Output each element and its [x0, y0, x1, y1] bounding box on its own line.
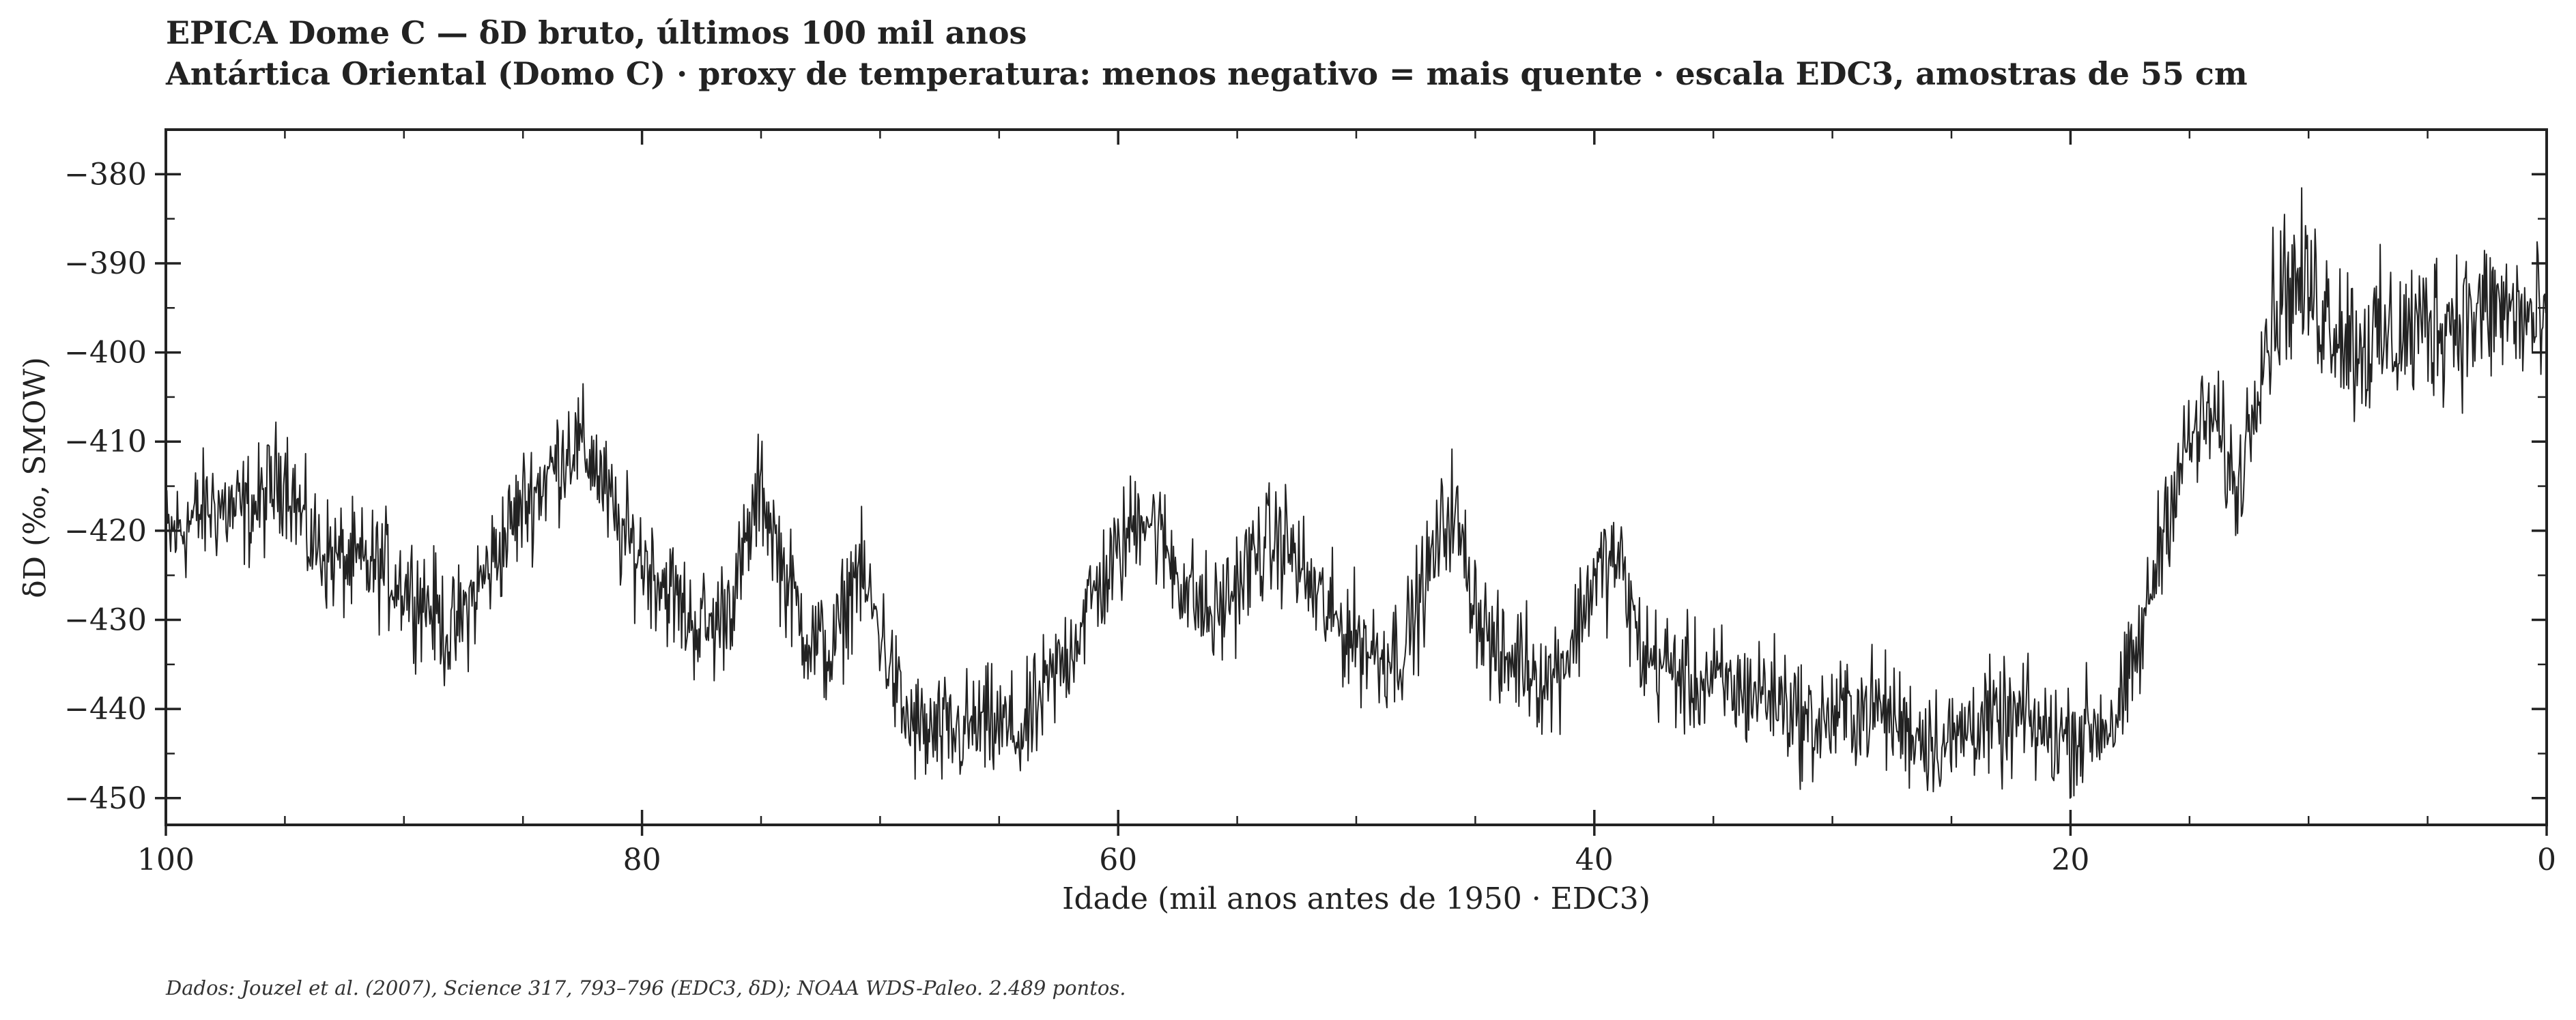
- y-tick-label: −400: [64, 336, 147, 370]
- x-tick-label: 0: [2537, 843, 2556, 877]
- source-note: Dados: Jouzel et al. (2007), Science 317…: [165, 976, 1126, 1000]
- chart-title: EPICA Dome C — δD bruto, últimos 100 mil…: [166, 14, 1027, 51]
- x-tick-label: 40: [1575, 843, 1614, 877]
- chart-subtitle: Antártica Oriental (Domo C) · proxy de t…: [165, 55, 2248, 92]
- y-tick-label: −450: [64, 781, 147, 816]
- series-layer: [165, 187, 2547, 799]
- plot-area: 100 80 60 40 20 0 −380 −390 −400 −410 −420 −430 −44…: [64, 128, 2556, 877]
- x-tick-label: 60: [1099, 843, 1137, 877]
- y-axis-ticks: −380 −390 −400 −410 −420 −430 −440 −450: [64, 128, 2547, 816]
- y-tick-label: −390: [64, 246, 147, 281]
- series-line: [165, 187, 2547, 799]
- y-tick-label: −380: [64, 157, 147, 192]
- x-axis-ticks: 100 80 60 40 20 0: [137, 130, 2556, 877]
- x-tick-label: 20: [2051, 843, 2089, 877]
- y-tick-label: −430: [64, 603, 147, 638]
- x-tick-label: 80: [623, 843, 661, 877]
- y-axis-label: δD (‰, SMOW): [18, 357, 53, 598]
- y-tick-label: −420: [64, 514, 147, 549]
- x-axis-label: Idade (mil anos antes de 1950 · EDC3): [1062, 881, 1650, 916]
- y-tick-label: −440: [64, 692, 147, 727]
- y-tick-label: −410: [64, 424, 147, 459]
- x-tick-label: 100: [137, 843, 195, 877]
